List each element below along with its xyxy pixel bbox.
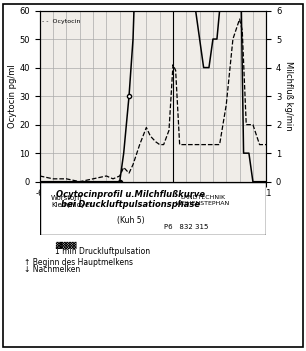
Y-axis label: Ocytocin pg/ml: Ocytocin pg/ml	[8, 64, 17, 128]
Text: min: min	[232, 202, 248, 211]
Text: 1 min Druckluftpulsation: 1 min Druckluftpulsation	[55, 247, 150, 257]
Text: Ocytocinprofil u.Milchflußkurve
bei Druckluftpulsationsphase: Ocytocinprofil u.Milchflußkurve bei Druc…	[56, 190, 205, 209]
Text: LANDTECHNIK
WEIHENSTEPHAN: LANDTECHNIK WEIHENSTEPHAN	[176, 195, 230, 206]
Y-axis label: Milchfluß kg/min: Milchfluß kg/min	[284, 61, 293, 131]
Text: ↓ Nachmelken: ↓ Nachmelken	[24, 265, 81, 274]
Text: ↑ Beginn des Hauptmelkens: ↑ Beginn des Hauptmelkens	[24, 258, 133, 267]
Text: - -  Ocytocin: - - Ocytocin	[43, 19, 81, 24]
Text: Worstorff
Klein/Moyer: Worstorff Klein/Moyer	[51, 195, 92, 208]
Text: P6   832 315: P6 832 315	[164, 224, 209, 230]
Text: ▓▓▓▓: ▓▓▓▓	[55, 242, 76, 250]
Text: (Kuh 5): (Kuh 5)	[117, 217, 144, 225]
